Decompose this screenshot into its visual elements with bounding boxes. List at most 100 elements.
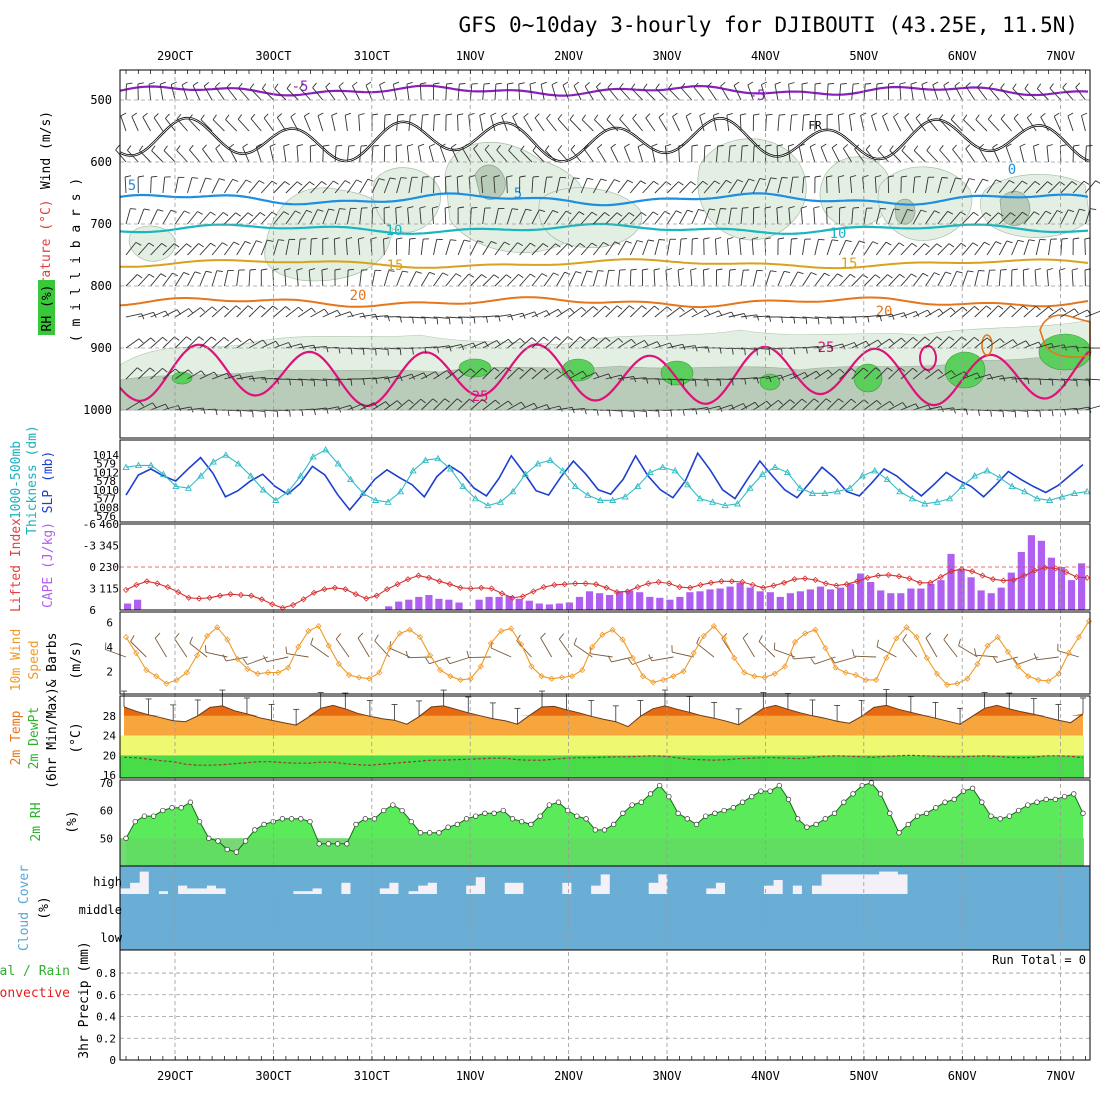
upper-wind-barb bbox=[556, 271, 565, 287]
date-axis-labels: 29OCT29OCT30OCT30OCT31OCT31OCT1NOV1NOV2N… bbox=[157, 49, 1075, 1083]
upper-wind-barb bbox=[888, 208, 895, 225]
upper-wind-barb bbox=[863, 400, 878, 411]
upper-wind-barb bbox=[999, 376, 1016, 380]
cloud-high-bar bbox=[196, 866, 207, 889]
upper-wind-barb-flag bbox=[338, 380, 340, 387]
upper-wind-barb bbox=[371, 145, 374, 163]
upper-wind-barb bbox=[617, 338, 632, 349]
wind10m-point bbox=[214, 624, 221, 631]
wind10m-barb bbox=[1036, 656, 1059, 661]
upper-wind-barb bbox=[839, 273, 851, 287]
upper-wind-barb bbox=[248, 409, 265, 412]
upper-wind-barb-flag bbox=[436, 318, 439, 325]
upper-wind-barb bbox=[202, 148, 213, 163]
upper-wind-barb-flag bbox=[902, 402, 907, 408]
upper-wind-barb-flag bbox=[237, 114, 243, 120]
rh2m-point bbox=[371, 816, 378, 822]
li-point bbox=[237, 591, 244, 599]
upper-wind-barb bbox=[433, 176, 435, 194]
date-label-bottom-6: 4NOV bbox=[751, 1069, 780, 1083]
upper-wind-barb bbox=[716, 180, 727, 194]
cape-bar bbox=[505, 596, 513, 610]
upper-wind-barb bbox=[679, 209, 688, 225]
upper-wind-barb-flag bbox=[877, 339, 883, 345]
cloud-high-bar bbox=[504, 866, 515, 883]
upper-wind-barb bbox=[655, 88, 668, 101]
upper-wind-barb bbox=[1026, 117, 1037, 132]
upper-wind-barb bbox=[317, 115, 324, 132]
upper-wind-barb bbox=[938, 118, 951, 132]
upper-wind-barb bbox=[174, 177, 179, 194]
contour-label-8: 15 bbox=[387, 258, 404, 274]
upper-wind-barb bbox=[431, 207, 434, 225]
upper-wind-barb bbox=[915, 117, 926, 132]
cloud-high-bar bbox=[436, 866, 447, 894]
rh2m-point bbox=[749, 793, 755, 800]
upper-wind-barb bbox=[334, 180, 346, 194]
upper-wind-barb-flag bbox=[1051, 379, 1054, 386]
upper-wind-barb-flag bbox=[748, 178, 755, 182]
upper-wind-barb-flag bbox=[838, 398, 844, 403]
upper-wind-barb-flag bbox=[274, 83, 279, 89]
upper-wind-barb bbox=[556, 210, 567, 225]
upper-wind-barb-flag bbox=[215, 144, 221, 149]
wind10m-point bbox=[1004, 648, 1011, 655]
rh2m-point bbox=[537, 813, 543, 819]
wind10m-point bbox=[994, 634, 1001, 641]
upper-wind-barb bbox=[1072, 209, 1080, 225]
upper-wind-barb bbox=[263, 117, 274, 132]
upper-wind-barb-flag bbox=[693, 82, 699, 88]
rh-shade-mid-3 bbox=[538, 187, 642, 248]
upper-wind-barb bbox=[433, 114, 435, 132]
upper-wind-barb bbox=[777, 399, 791, 411]
upper-wind-barb-flag bbox=[575, 271, 582, 274]
li-point bbox=[185, 594, 192, 601]
wind10m-point bbox=[427, 652, 434, 659]
thickness-point bbox=[833, 487, 841, 495]
upper-wind-barb-flag bbox=[632, 113, 637, 119]
thickness-point bbox=[134, 461, 143, 469]
cloud-high-bar bbox=[533, 866, 544, 894]
upper-wind-barb bbox=[842, 148, 853, 163]
li-point bbox=[425, 574, 432, 581]
upper-wind-barb-flag bbox=[654, 305, 660, 311]
upper-wind-barb bbox=[888, 273, 900, 287]
upper-wind-barb-flag bbox=[163, 145, 168, 151]
upper-wind-barb bbox=[654, 306, 668, 318]
wind10m-point bbox=[933, 670, 940, 677]
date-label-bottom-0: 29OCT bbox=[157, 1069, 193, 1083]
upper-wind-barb-flag bbox=[645, 113, 651, 119]
upper-wind-barb bbox=[703, 180, 715, 194]
precip-tick-0.2: 0.2 bbox=[96, 1032, 116, 1045]
upper-wind-barb-flag bbox=[200, 114, 205, 120]
upper-wind-barb-flag bbox=[658, 411, 660, 418]
upper-wind-barb-flag bbox=[187, 369, 193, 375]
wind10m-point bbox=[1065, 649, 1072, 657]
upper-wind-barb-flag bbox=[306, 209, 313, 213]
thickness-point bbox=[197, 472, 205, 479]
upper-wind-barb-flag bbox=[331, 112, 338, 116]
upper-wind-barb-flag bbox=[262, 339, 268, 345]
upper-wind-barb-flag bbox=[781, 316, 784, 323]
upper-wind-barb-flag bbox=[893, 112, 899, 118]
wind10m-point bbox=[498, 627, 505, 635]
ylabel-convective: Convective bbox=[0, 986, 70, 1001]
upper-wind-barb-flag bbox=[726, 112, 733, 116]
upper-wind-barb bbox=[310, 238, 312, 256]
upper-wind-barb bbox=[666, 239, 671, 256]
li-point bbox=[676, 584, 683, 591]
upper-wind-barb-flag bbox=[1028, 239, 1035, 242]
upper-wind-barb-flag bbox=[614, 241, 621, 245]
cape-bar bbox=[1037, 540, 1045, 610]
cape-bar bbox=[585, 591, 594, 610]
upper-wind-barb-flag bbox=[510, 314, 514, 321]
pressure-tick-800: 800 bbox=[90, 279, 112, 293]
upper-wind-barb-flag bbox=[633, 376, 637, 383]
upper-wind-barb-flag bbox=[388, 270, 395, 272]
upper-wind-barb-flag bbox=[244, 240, 251, 245]
upper-wind-barb bbox=[720, 85, 730, 101]
upper-wind-barb bbox=[507, 338, 521, 349]
wind10m-point bbox=[264, 669, 271, 676]
li-point bbox=[1010, 576, 1017, 583]
upper-wind-barb bbox=[863, 274, 876, 287]
